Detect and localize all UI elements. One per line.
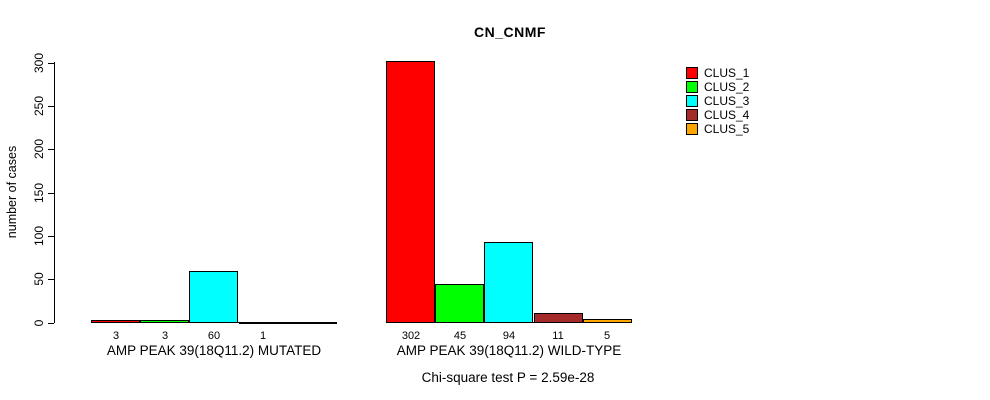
bar (140, 320, 189, 323)
y-tick (48, 193, 54, 194)
legend-label: CLUS_5 (704, 121, 750, 136)
legend-item: CLUS_5 (686, 121, 750, 136)
y-tick-label: 50 (32, 272, 46, 286)
legend: CLUS_1 CLUS_2 CLUS_3 CLUS_4 CLUS_5 (686, 66, 749, 136)
bar-value-label: 1 (259, 330, 267, 342)
bar-value-label: 94 (502, 330, 516, 342)
chi-square-annotation: Chi-square test P = 2.59e-28 (421, 370, 595, 385)
y-axis (54, 62, 55, 323)
y-tick-label: 100 (32, 225, 46, 247)
chart-title: CN_CNMF (474, 24, 546, 40)
group-label: AMP PEAK 39(18Q11.2) WILD-TYPE (396, 343, 622, 358)
y-tick-label: 0 (32, 319, 46, 327)
y-tick (48, 236, 54, 237)
bar (189, 271, 238, 323)
y-tick (48, 279, 54, 280)
y-tick-label: 250 (32, 95, 46, 117)
legend-item: CLUS_3 (686, 93, 750, 108)
bar-value-label: 5 (603, 330, 611, 342)
bar (91, 320, 140, 323)
legend-swatch (686, 94, 698, 107)
y-tick-label: 200 (32, 138, 46, 160)
bar-value-label: 60 (207, 330, 221, 342)
y-tick-label: 150 (32, 182, 46, 204)
bar-value-label: 302 (401, 330, 421, 342)
legend-item: CLUS_4 (686, 107, 750, 122)
legend-label: CLUS_1 (704, 65, 750, 80)
bar-value-label: 11 (552, 330, 564, 342)
bar-value-label: 3 (112, 330, 120, 342)
legend-swatch (686, 66, 698, 79)
bar (386, 61, 435, 323)
legend-swatch (686, 122, 698, 135)
legend-label: CLUS_3 (704, 93, 750, 108)
y-tick (48, 323, 54, 324)
legend-swatch (686, 108, 698, 121)
legend-item: CLUS_1 (686, 65, 750, 80)
y-tick (48, 106, 54, 107)
legend-item: CLUS_2 (686, 79, 750, 94)
bar-value-label: 45 (453, 330, 467, 342)
bar (435, 284, 484, 323)
bar (534, 313, 583, 323)
legend-swatch (686, 80, 698, 93)
bar-value-label: 3 (161, 330, 169, 342)
bar (583, 319, 632, 323)
bar (239, 322, 288, 324)
y-tick (48, 63, 54, 64)
bar (484, 242, 533, 323)
y-axis-label: number of cases (5, 145, 19, 239)
group-label: AMP PEAK 39(18Q11.2) MUTATED (106, 343, 322, 358)
legend-label: CLUS_4 (704, 107, 750, 122)
y-tick (48, 149, 54, 150)
bar (288, 322, 337, 324)
legend-label: CLUS_2 (704, 79, 750, 94)
y-tick-label: 300 (32, 52, 46, 74)
